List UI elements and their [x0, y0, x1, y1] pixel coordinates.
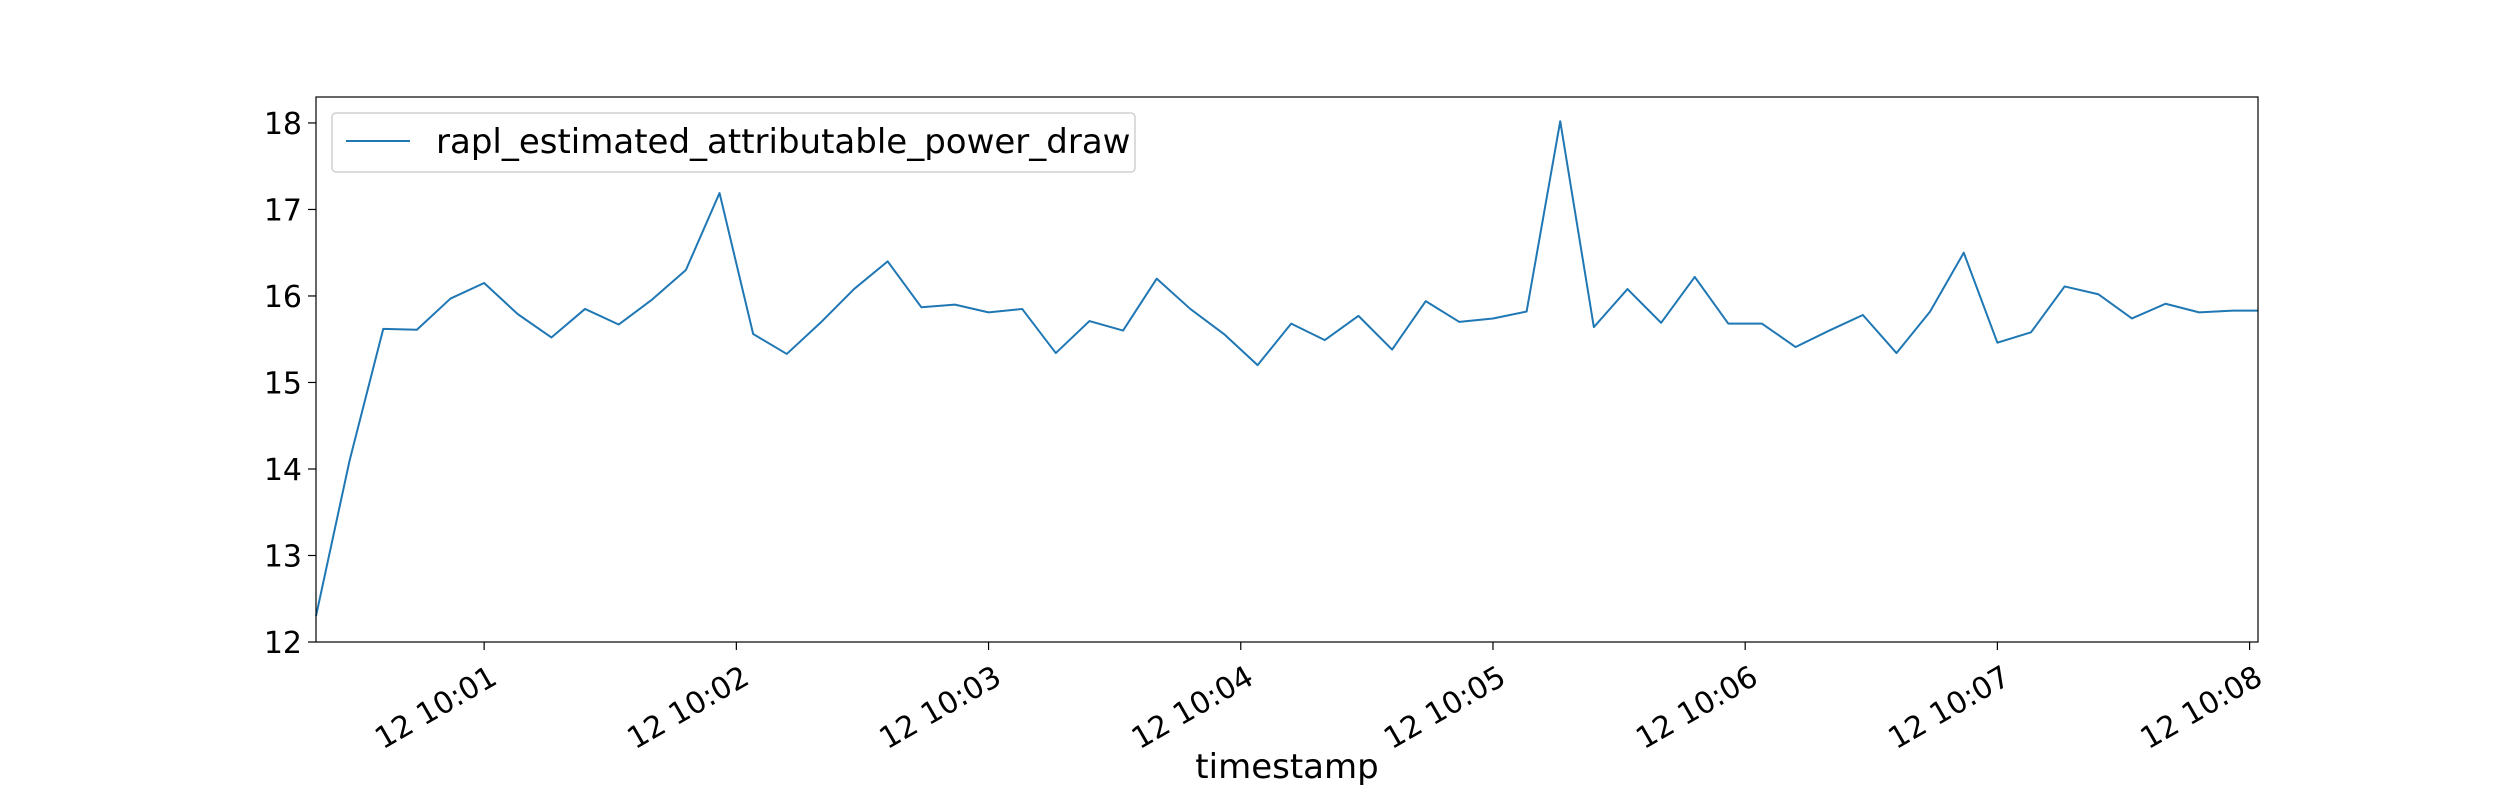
x-axis: 12 10:01 12 10:02 12 10:03 12 10:04 12 10:05… [369, 642, 2268, 757]
legend: rapl_estimated_attributable_power_draw [331, 112, 1136, 173]
y-tick-label: 17 [264, 193, 302, 228]
x-tick-label: 12 10:08 [2135, 659, 2269, 756]
y-tick-label: 18 [264, 107, 302, 142]
x-tick-label: 12 10:03 [874, 659, 1008, 756]
y-tick-label: 15 [264, 366, 302, 401]
y-tick-label: 16 [264, 280, 302, 315]
series-line-0 [315, 120, 2258, 617]
x-axis-label: timestamp [1195, 747, 1378, 787]
y-tick-label: 12 [264, 626, 302, 661]
y-axis: 12 13 14 15 16 17 18 [264, 107, 316, 661]
x-tick-label: 12 10:06 [1630, 659, 1764, 756]
y-tick-label: 13 [264, 539, 302, 574]
x-tick-label: 12 10:05 [1378, 659, 1512, 756]
x-tick-label: 12 10:01 [369, 659, 503, 756]
plot-area [316, 97, 2258, 642]
legend-label: rapl_estimated_attributable_power_draw [436, 122, 1131, 162]
legend-box [331, 112, 1136, 173]
y-tick-label: 14 [264, 453, 302, 488]
x-tick-label: 12 10:04 [1126, 659, 1260, 756]
x-tick-label: 12 10:07 [1882, 659, 2016, 756]
plot-frame [315, 96, 2259, 643]
series-layer [315, 120, 2258, 617]
x-tick-label: 12 10:02 [621, 659, 755, 756]
